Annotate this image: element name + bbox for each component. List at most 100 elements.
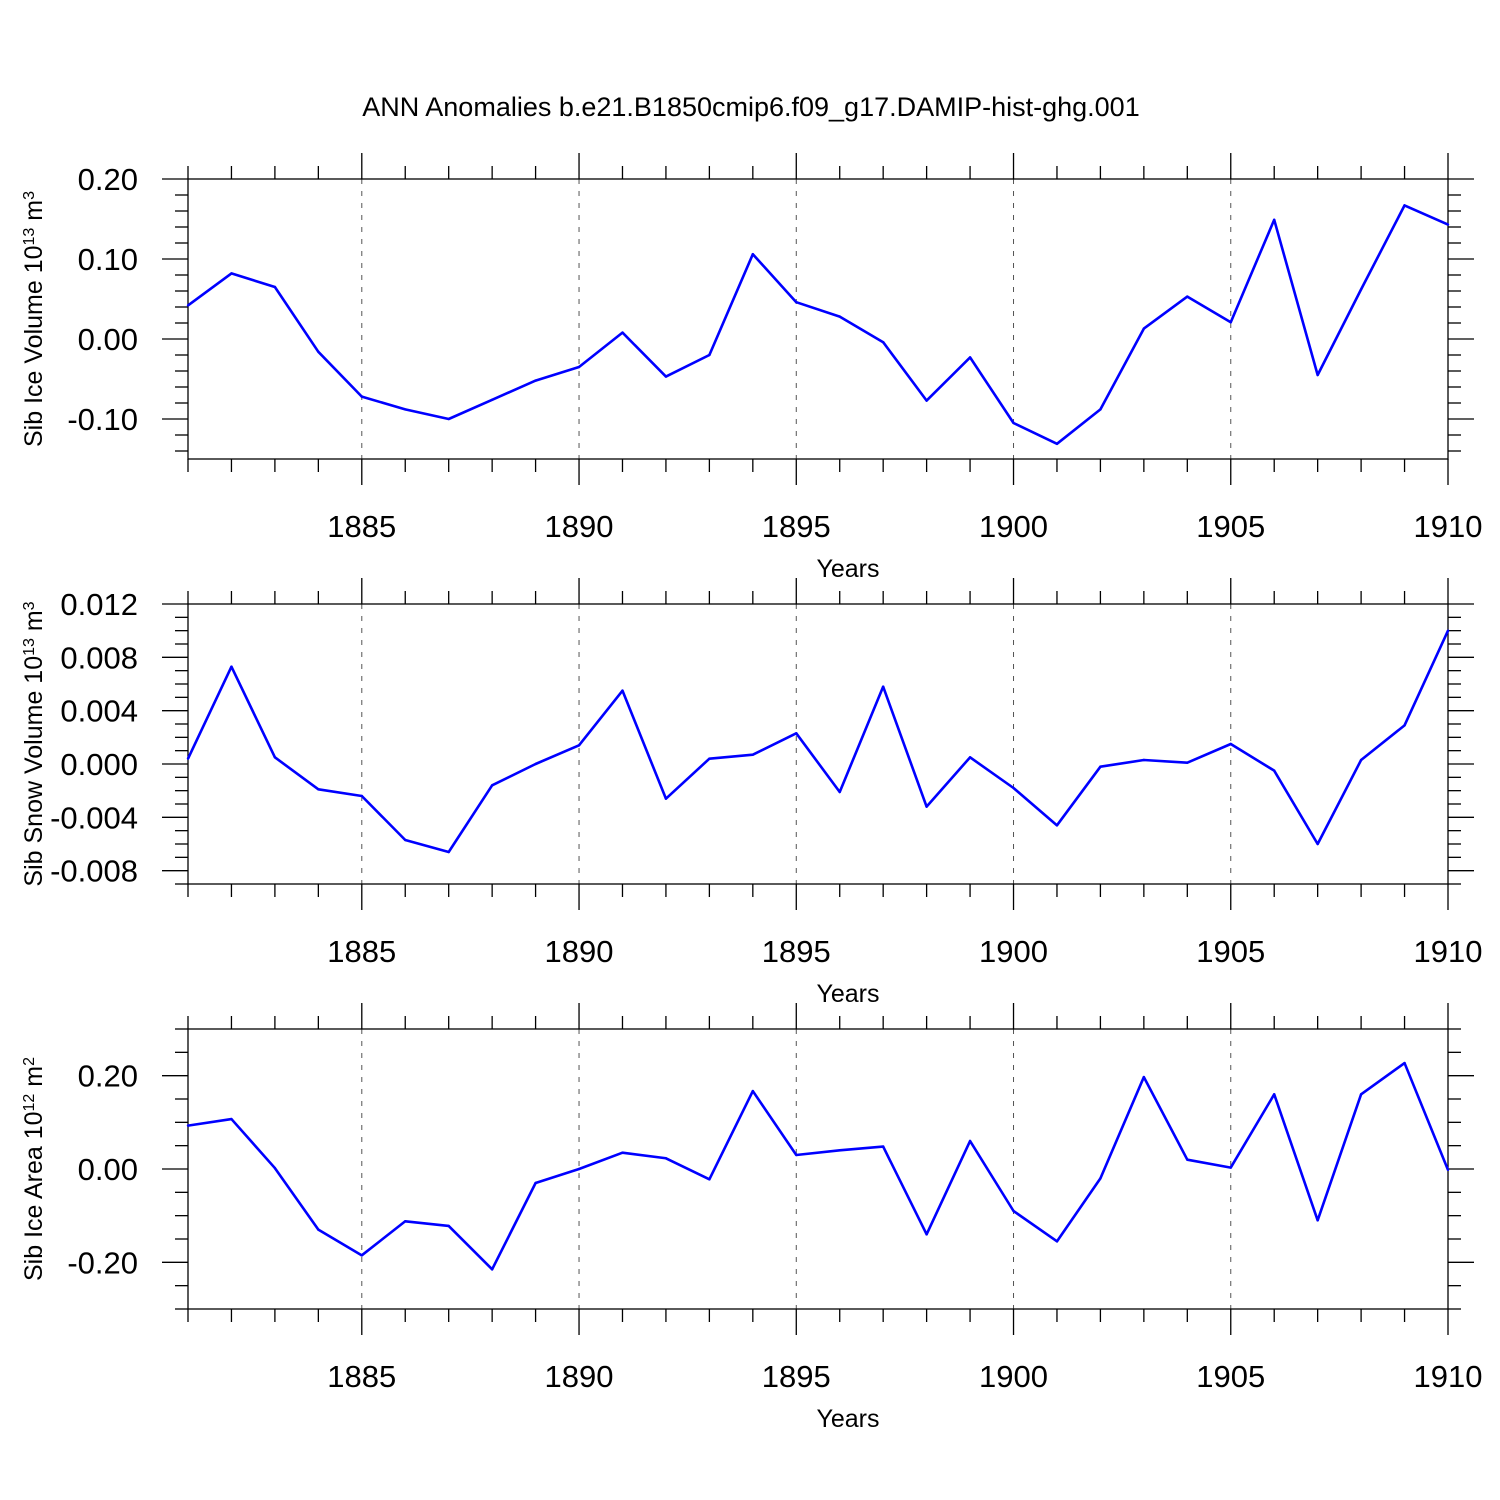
ice-volume-data-point bbox=[925, 399, 928, 402]
ice-area-data-point bbox=[621, 1151, 624, 1154]
ice-volume-x-tick-label: 1900 bbox=[979, 509, 1048, 544]
ice-area-y-tick-label: 0.00 bbox=[78, 1152, 138, 1187]
snow-volume-x-tick-label: 1890 bbox=[545, 934, 614, 969]
ice-area-data-point bbox=[360, 1254, 363, 1257]
ice-area-data-point bbox=[968, 1139, 972, 1143]
snow-volume-data-point bbox=[881, 685, 885, 688]
ice-area-data-point bbox=[273, 1166, 277, 1170]
ice-volume-data-point bbox=[1229, 321, 1232, 324]
snow-volume-data-point bbox=[1316, 842, 1319, 846]
ice-area-data-point bbox=[881, 1145, 885, 1148]
snow-volume-y-tick-label: -0.008 bbox=[50, 854, 138, 889]
snow-volume-data-point bbox=[664, 797, 668, 800]
snow-volume-panel: 1885 1890 1895 1900 1905 1910 0.012 0.008 0.004 0… bbox=[20, 578, 1482, 1008]
ice-volume-panel: 1885 1890 1895 1900 1905 1910 0.20 0.10 0.00 -0.1… bbox=[20, 153, 1482, 583]
ice-volume-data-point bbox=[621, 331, 624, 334]
ice-volume-x-tick-label: 1890 bbox=[545, 509, 614, 544]
ice-area-data-point bbox=[751, 1089, 755, 1093]
ice-area-data-point bbox=[317, 1228, 320, 1231]
ice-volume-data-point bbox=[708, 353, 711, 357]
ice-area-data-point bbox=[1142, 1075, 1146, 1079]
ice-volume-series-line bbox=[187, 204, 1449, 446]
snow-volume-x-tick-label: 1900 bbox=[979, 934, 1048, 969]
ice-volume-data-point bbox=[1055, 442, 1059, 445]
snow-volume-data-point bbox=[1229, 742, 1232, 746]
ice-area-y-tick-label: 0.20 bbox=[78, 1059, 138, 1094]
ice-area-data-point bbox=[1359, 1093, 1363, 1096]
ice-volume-plot-frame bbox=[187, 178, 1449, 460]
ice-area-data-point bbox=[1446, 1168, 1450, 1172]
ice-area-data-point bbox=[490, 1268, 494, 1271]
snow-volume-data-point bbox=[1055, 824, 1059, 827]
snow-volume-data-point bbox=[1403, 724, 1406, 727]
ice-area-data-point bbox=[1403, 1061, 1406, 1065]
ice-volume-x-axis-title: Years bbox=[816, 555, 879, 583]
ice-volume-data-point bbox=[664, 375, 668, 378]
snow-volume-data-point bbox=[534, 762, 537, 766]
ice-volume-x-tick-label: 1905 bbox=[1196, 509, 1265, 544]
ice-volume-y-tick-label: 0.20 bbox=[78, 162, 138, 197]
snow-volume-data-point bbox=[230, 665, 233, 668]
ice-area-data-point bbox=[577, 1167, 581, 1171]
snow-volume-data-point bbox=[1099, 765, 1102, 768]
snow-volume-data-point bbox=[490, 784, 494, 787]
ice-area-data-point bbox=[534, 1181, 537, 1185]
ice-area-x-tick-label: 1910 bbox=[1414, 1359, 1483, 1394]
snow-volume-data-point bbox=[1186, 761, 1189, 764]
ice-volume-y-tick-label: -0.10 bbox=[67, 402, 138, 437]
snow-volume-data-point bbox=[404, 838, 407, 842]
snow-volume-x-axis-title: Years bbox=[816, 980, 879, 1008]
ice-volume-data-point bbox=[795, 301, 798, 304]
ice-area-y-tick-label: -0.20 bbox=[67, 1245, 138, 1280]
snow-volume-data-point bbox=[1273, 769, 1276, 772]
ice-volume-data-point bbox=[1142, 327, 1146, 330]
ice-volume-x-tick-label: 1895 bbox=[762, 509, 831, 544]
snow-volume-y-tick-label: 0.012 bbox=[60, 587, 138, 622]
ice-area-data-point bbox=[186, 1124, 190, 1127]
snow-volume-data-point bbox=[577, 744, 581, 747]
ice-volume-y-tick-label: 0.10 bbox=[78, 242, 138, 277]
ice-volume-data-point bbox=[968, 356, 972, 359]
ice-area-x-tick-label: 1890 bbox=[545, 1359, 614, 1394]
ice-area-data-point bbox=[230, 1117, 233, 1121]
snow-volume-x-tick-label: 1905 bbox=[1196, 934, 1265, 969]
ice-area-data-point bbox=[447, 1224, 450, 1228]
snow-volume-data-point bbox=[360, 794, 363, 798]
ice-volume-y-axis-title: Sib Ice Volume 1013 m3 bbox=[20, 191, 48, 447]
snow-volume-data-point bbox=[838, 790, 841, 794]
ice-area-y-axis-title: Sib Ice Area 1012 m2 bbox=[20, 1057, 48, 1281]
ice-area-data-point bbox=[404, 1220, 407, 1223]
snow-volume-data-point bbox=[1359, 758, 1363, 762]
ice-volume-data-point bbox=[838, 315, 841, 318]
ice-volume-data-point bbox=[1186, 295, 1189, 298]
snow-volume-plot-frame bbox=[187, 603, 1449, 885]
ice-area-data-point bbox=[1099, 1177, 1102, 1180]
ice-area-data-point bbox=[1229, 1166, 1232, 1169]
snow-volume-data-point bbox=[447, 850, 450, 854]
ice-volume-data-point bbox=[1273, 218, 1276, 221]
ice-area-data-point bbox=[795, 1153, 798, 1157]
snow-volume-y-tick-label: 0.008 bbox=[60, 640, 138, 675]
ice-volume-data-point bbox=[881, 341, 885, 344]
ice-area-data-point bbox=[1055, 1240, 1059, 1243]
ice-volume-data-point bbox=[273, 285, 277, 289]
snow-volume-data-point bbox=[708, 757, 711, 760]
snow-volume-y-tick-label: 0.000 bbox=[60, 747, 138, 782]
ice-area-x-axis-title: Years bbox=[816, 1405, 879, 1433]
snow-volume-x-tick-label: 1885 bbox=[327, 934, 396, 969]
snow-volume-data-point bbox=[186, 757, 190, 760]
ice-volume-data-point bbox=[1316, 373, 1319, 377]
ice-volume-data-point bbox=[447, 417, 450, 421]
ice-volume-data-point bbox=[1359, 288, 1363, 291]
ice-volume-data-point bbox=[1446, 223, 1450, 226]
ice-volume-y-tick-label: 0.00 bbox=[78, 322, 138, 357]
ice-area-data-point bbox=[838, 1149, 841, 1152]
figure-title: ANN Anomalies b.e21.B1850cmip6.f09_g17.D… bbox=[362, 92, 1139, 122]
ice-volume-data-point bbox=[360, 395, 363, 398]
ice-area-x-tick-label: 1905 bbox=[1196, 1359, 1265, 1394]
ice-volume-data-point bbox=[751, 253, 755, 256]
ice-area-x-tick-label: 1900 bbox=[979, 1359, 1048, 1394]
ice-area-data-point bbox=[708, 1178, 711, 1181]
ice-area-data-point bbox=[1316, 1219, 1319, 1222]
